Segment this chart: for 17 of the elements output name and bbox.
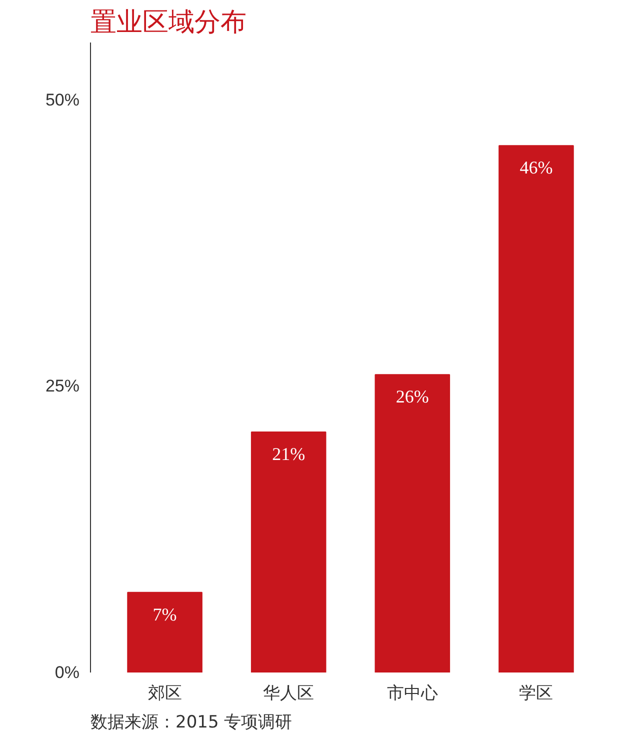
x-tick-label: 郊区 xyxy=(148,684,182,702)
x-tick-label: 华人区 xyxy=(263,684,314,702)
data-label: 46% xyxy=(520,158,553,178)
source-note: 数据来源：2015 专项调研 xyxy=(90,712,292,732)
chart-title: 置业区域分布 xyxy=(90,8,246,38)
y-tick-label: 25% xyxy=(45,376,80,396)
data-label: 26% xyxy=(396,386,429,407)
y-tick-label: 50% xyxy=(45,90,80,110)
bar xyxy=(374,374,450,672)
x-tick-label: 学区 xyxy=(519,684,554,702)
bar xyxy=(127,592,202,672)
data-label: 7% xyxy=(152,604,177,624)
bar xyxy=(498,145,574,672)
x-tick-label: 市中心 xyxy=(386,684,438,702)
y-tick-label: 0% xyxy=(54,663,80,682)
bar xyxy=(250,431,326,672)
data-label: 21% xyxy=(272,444,306,464)
